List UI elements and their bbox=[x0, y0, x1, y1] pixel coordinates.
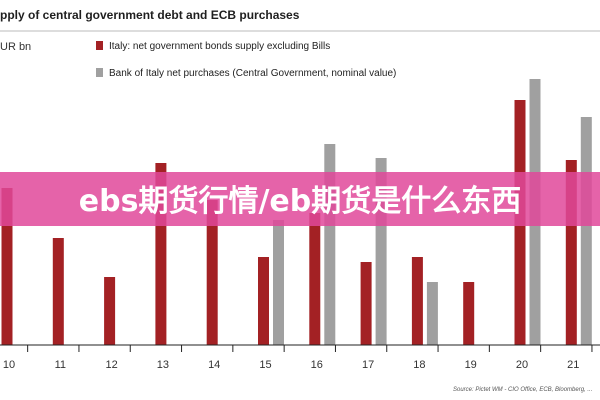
y-axis-unit: UR bn bbox=[0, 41, 31, 53]
overlay-banner-text: ebs期货行情/eb期货是什么东西 bbox=[79, 184, 521, 219]
overlay-banner bbox=[0, 172, 600, 226]
x-tick-label-15: 15 bbox=[259, 359, 271, 371]
x-tick-label-17: 17 bbox=[362, 359, 374, 371]
x-tick-label-13: 13 bbox=[157, 359, 169, 371]
bar-bank-of-italy-purchases-16 bbox=[324, 144, 336, 345]
x-tick-label-10: 10 bbox=[3, 359, 15, 371]
x-axis-ticks: 10 11 12 13 14 15 16 17 18 19 20 21 bbox=[3, 345, 593, 371]
bar-italy-supply-14 bbox=[206, 200, 218, 345]
x-tick-label-16: 16 bbox=[311, 359, 323, 371]
x-tick-label-14: 14 bbox=[208, 359, 220, 371]
bar-italy-supply-19 bbox=[463, 282, 475, 345]
bar-italy-supply-21 bbox=[565, 160, 577, 345]
bar-italy-supply-17 bbox=[360, 262, 372, 345]
legend-swatch-bank-of-italy-purchases bbox=[96, 68, 103, 77]
bar-bank-of-italy-purchases-15 bbox=[273, 220, 284, 345]
legend-swatch-italy-supply bbox=[96, 41, 103, 50]
x-tick-label-12: 12 bbox=[105, 359, 117, 371]
bar-italy-supply-15 bbox=[258, 257, 269, 345]
x-tick-label-19: 19 bbox=[465, 359, 477, 371]
bar-italy-supply-16 bbox=[309, 213, 321, 345]
bar-italy-supply-18 bbox=[411, 257, 423, 345]
bar-italy-supply-11 bbox=[52, 238, 64, 345]
bar-italy-supply-10 bbox=[1, 188, 13, 345]
bar-bank-of-italy-purchases-18 bbox=[426, 282, 438, 345]
x-tick-label-20: 20 bbox=[516, 359, 528, 371]
bar-bank-of-italy-purchases-17 bbox=[375, 158, 387, 345]
x-tick-label-11: 11 bbox=[55, 359, 66, 371]
x-tick-label-21: 21 bbox=[567, 359, 579, 371]
legend-label-bank-of-italy-purchases: Bank of Italy net purchases (Central Gov… bbox=[109, 68, 396, 79]
bar-italy-supply-13 bbox=[155, 163, 167, 345]
bar-italy-supply-12 bbox=[104, 277, 116, 345]
legend: Italy: net government bonds supply exclu… bbox=[96, 41, 396, 79]
source-note: Source: Pictet WM - CIO Office, ECB, Blo… bbox=[453, 387, 592, 393]
bar-bank-of-italy-purchases-21 bbox=[580, 117, 592, 345]
chart-title: pply of central government debt and ECB … bbox=[0, 8, 300, 22]
x-tick-label-18: 18 bbox=[413, 359, 425, 371]
legend-label-italy-supply: Italy: net government bonds supply exclu… bbox=[109, 41, 330, 52]
